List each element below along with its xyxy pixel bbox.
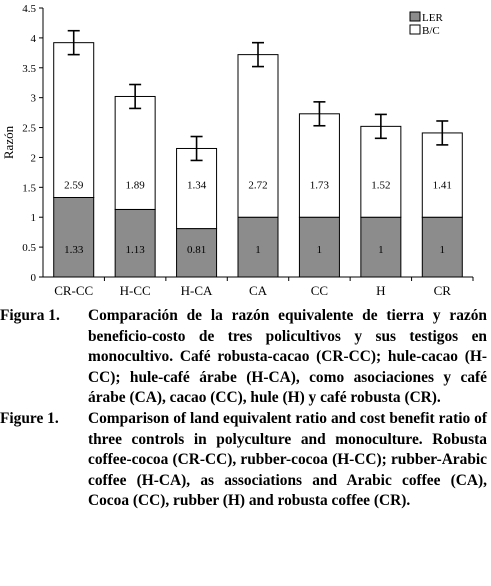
bar-bc [298,113,340,218]
bar-bc [114,95,156,210]
legend-swatch-bc [409,24,421,35]
y-tick-label: 2 [31,152,37,164]
data-label-bc: 1.73 [310,179,330,191]
bar-ler [53,196,95,278]
y-tick-label: 4 [31,33,37,45]
bar-bc [53,42,95,198]
x-tick-label: CC [311,283,328,298]
data-label-bc: 1.52 [371,179,390,191]
data-label-bc: 1.89 [126,179,146,191]
data-label-ler: 1.33 [64,244,84,256]
y-axis-label: Razón [1,125,16,159]
x-tick-label: CR-CC [54,283,93,298]
legend-label-bc: B/C [422,25,440,37]
x-tick-label: H [376,283,385,298]
y-tick-label: 0 [31,272,37,284]
data-label-ler: 1 [255,244,261,256]
data-label-ler: 1.13 [126,244,146,256]
legend-label-ler: LER [422,12,443,24]
bar-ler [421,216,463,278]
data-label-bc: 2.59 [64,179,84,191]
bar-bc [360,125,402,218]
bar-ler [360,216,402,278]
bar-bc [237,54,279,218]
y-tick-label: 2.5 [22,123,36,135]
data-label-ler: 1 [378,244,384,256]
figure-captions: Figura 1. Comparación de la razón equiva… [0,306,491,512]
bar-ler [114,208,156,278]
caption-label: Figura 1. [0,307,60,324]
data-label-ler: 1 [317,244,323,256]
data-label-ler: 0.81 [187,244,206,256]
x-tick-label: H-CC [120,283,151,298]
stacked-bar-chart: 00.511.522.533.544.5Razón1.332.59CR-CC1.… [1,3,474,298]
caption-text: Comparación de la razón equivalente de t… [88,307,487,407]
bar-ler [298,216,340,278]
caption-spanish: Figura 1. Comparación de la razón equiva… [0,306,487,409]
x-tick-label: CA [249,283,268,298]
caption-label: Figure 1. [0,409,59,427]
data-label-bc: 1.41 [433,179,452,191]
y-tick-label: 0.5 [22,242,36,254]
y-tick-label: 4.5 [22,3,36,15]
y-tick-label: 1.5 [22,182,36,194]
data-label-ler: 1 [440,244,446,256]
caption-text: Comparison of land equivalent ratio and … [88,409,487,510]
data-label-bc: 1.34 [187,179,207,191]
y-tick-label: 3.5 [22,63,36,75]
y-tick-label: 3 [31,93,37,105]
x-tick-label: CR [434,283,452,298]
legend-swatch-ler [409,11,421,22]
bar-ler [176,228,218,278]
caption-english: Figure 1. Comparison of land equivalent … [0,409,487,512]
bar-ler [237,216,279,278]
y-tick-label: 1 [31,212,37,224]
x-tick-label: H-CA [181,283,213,298]
data-label-bc: 2.72 [248,179,267,191]
